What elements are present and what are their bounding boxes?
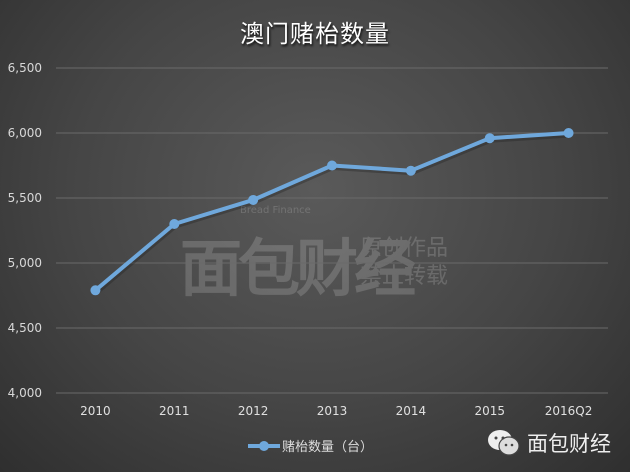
data-point <box>90 285 101 296</box>
x-tick-label: 2016Q2 <box>545 404 593 418</box>
x-tick-label: 2015 <box>474 404 505 418</box>
brand-name: 面包财经 <box>527 432 611 456</box>
y-tick-label: 6,000 <box>8 126 42 140</box>
y-tick-label: 5,000 <box>8 256 42 270</box>
data-point <box>405 165 416 176</box>
x-tick-label: 2011 <box>159 404 190 418</box>
x-tick-label: 2012 <box>238 404 269 418</box>
brand: 面包财经 <box>487 428 611 458</box>
data-point <box>248 194 259 205</box>
series-line-shadow <box>94 132 570 295</box>
data-point <box>327 160 337 171</box>
legend-label: 赌枱数量（台） <box>282 440 374 455</box>
x-tick-label: 2010 <box>80 404 111 418</box>
x-tick-label: 2013 <box>317 404 348 418</box>
y-tick-label: 5,500 <box>8 191 42 205</box>
series-line <box>94 131 569 292</box>
y-tick-label: 6,500 <box>8 61 42 75</box>
wechat-icon <box>488 430 520 456</box>
data-point <box>563 128 574 138</box>
data-point <box>484 133 495 144</box>
legend-swatch <box>248 440 280 451</box>
legend: 赌枱数量（台） <box>248 436 373 455</box>
data-point <box>169 219 180 229</box>
x-tick-label: 2014 <box>396 404 427 418</box>
y-tick-label: 4,000 <box>8 386 42 400</box>
chart-title: 澳门赌枱数量 <box>240 20 390 48</box>
y-tick-label: 4,500 <box>8 321 42 335</box>
